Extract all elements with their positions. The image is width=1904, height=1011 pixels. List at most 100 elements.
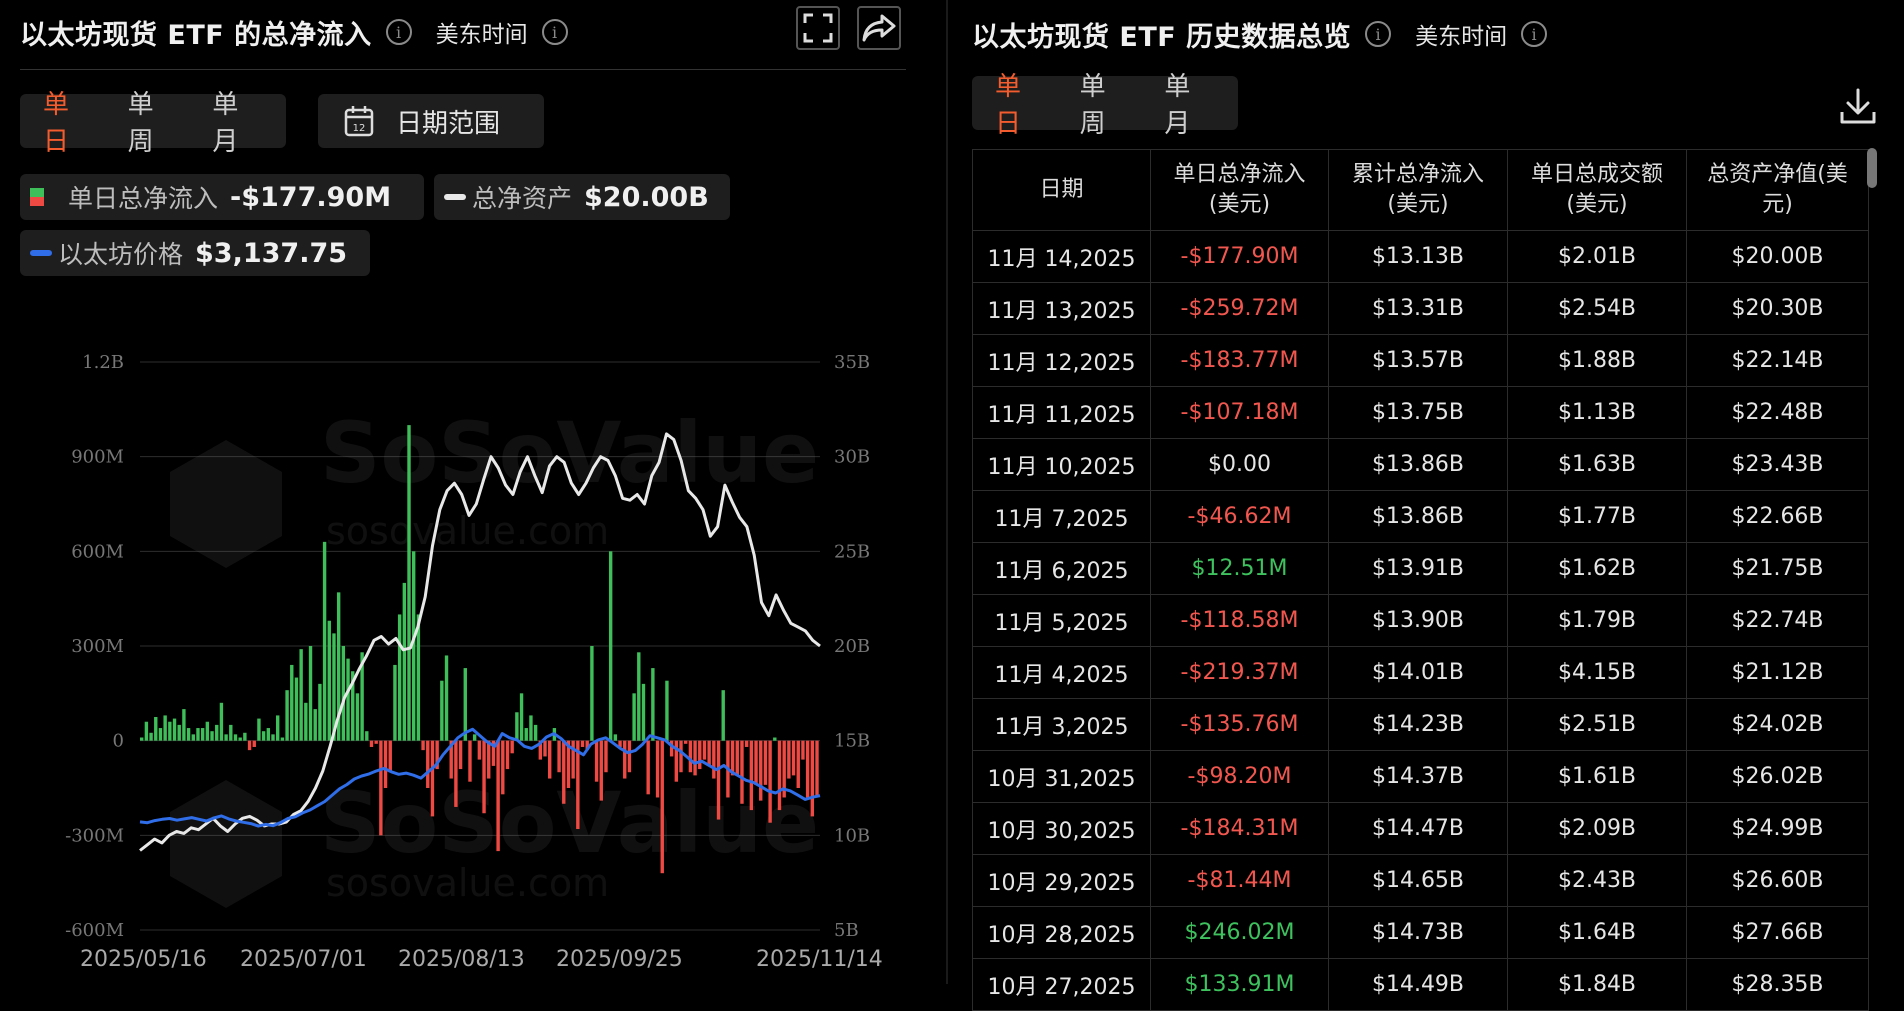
- flow-bar: [707, 740, 711, 766]
- flow-bar: [252, 740, 256, 747]
- info-icon[interactable]: i: [1365, 21, 1392, 47]
- cell-net-inflow: $0.00: [1150, 438, 1329, 491]
- cell-net-inflow: -$177.90M: [1150, 230, 1329, 283]
- flow-bar: [801, 740, 805, 760]
- flow-bar: [815, 740, 819, 797]
- flow-bar: [435, 740, 439, 770]
- flow-bar: [177, 724, 181, 741]
- legend-eth-price[interactable]: 以太坊价格 $3,137.75: [20, 230, 370, 276]
- table-row[interactable]: 11月 11,2025 -$107.18M $13.75B $1.13B $22.48B: [972, 386, 1869, 439]
- x-axis-tick-label: 2025/07/01: [240, 947, 367, 972]
- table-row[interactable]: 11月 12,2025 -$183.77M $13.57B $1.88B $22.14B: [972, 334, 1869, 387]
- flow-bar: [454, 740, 458, 807]
- flow-bar: [369, 740, 374, 747]
- flow-bar: [304, 702, 308, 741]
- flow-bar: [810, 740, 815, 817]
- cell-nav: $23.43B: [1686, 438, 1869, 491]
- flow-bar: [313, 709, 317, 741]
- cell-volume: $4.15B: [1507, 646, 1687, 699]
- flow-bar: [487, 740, 491, 779]
- right-title-row: 以太坊现货 ETF 历史数据总览 i 美东时间 i: [972, 14, 1548, 54]
- flow-bar: [698, 740, 702, 770]
- table-row[interactable]: 10月 27,2025 $133.91M $14.49B $1.84B $28.35B: [972, 958, 1869, 1011]
- col-header-net-inflow[interactable]: 单日总净流入 (美元): [1150, 149, 1329, 231]
- flow-bar: [562, 740, 566, 804]
- table-scrollbar[interactable]: [1867, 148, 1877, 188]
- date-range-button[interactable]: 12 日期范围: [318, 94, 544, 148]
- table-row[interactable]: 11月 14,2025 -$177.90M $13.13B $2.01B $20.00B: [972, 230, 1869, 283]
- col-header-nav[interactable]: 总资产净值(美 元): [1686, 149, 1869, 231]
- flow-bar: [290, 664, 294, 741]
- table-row[interactable]: 11月 6,2025 $12.51M $13.91B $1.62B $21.75B: [972, 542, 1869, 595]
- table-row[interactable]: 11月 13,2025 -$259.72M $13.31B $2.54B $20.30B: [972, 282, 1869, 335]
- flow-bar: [519, 693, 524, 741]
- flow-bar: [482, 740, 486, 814]
- table-row[interactable]: 10月 30,2025 -$184.31M $14.47B $2.09B $24.99B: [972, 802, 1869, 855]
- col-header-cumulative[interactable]: 累计总净流入 (美元): [1328, 149, 1508, 231]
- flow-bar: [594, 740, 599, 782]
- eth-price-line: [139, 727, 821, 828]
- flow-bar: [172, 718, 177, 741]
- flow-bar: [543, 740, 547, 757]
- tab-monthly[interactable]: 单月: [1164, 72, 1191, 139]
- info-icon[interactable]: i: [541, 19, 568, 45]
- flow-bar: [327, 620, 331, 741]
- flow-bar: [529, 715, 533, 741]
- col-header-date[interactable]: 日期: [972, 149, 1151, 231]
- table-row[interactable]: 11月 5,2025 -$118.58M $13.90B $1.79B $22.74B: [972, 594, 1869, 647]
- table-row[interactable]: 11月 4,2025 -$219.37M $14.01B $4.15B $21.12B: [972, 646, 1869, 699]
- legend-net-assets[interactable]: 总净资产 $20.00B: [434, 174, 730, 220]
- cell-cumulative: $14.73B: [1328, 906, 1508, 959]
- watermark-url: sosovalue.com: [326, 509, 609, 553]
- table-row[interactable]: 11月 7,2025 -$46.62M $13.86B $1.77B $22.66B: [972, 490, 1869, 543]
- flow-bar: [796, 740, 800, 788]
- flow-bar: [238, 737, 242, 741]
- flow-bar: [247, 740, 252, 751]
- flow-bar: [308, 646, 313, 741]
- col-header-line: 单日总净流入: [1173, 162, 1306, 187]
- flow-bar: [669, 740, 674, 757]
- table-row[interactable]: 10月 28,2025 $246.02M $14.73B $1.64B $27.66B: [972, 906, 1869, 959]
- tab-monthly[interactable]: 单月: [212, 90, 239, 157]
- flow-bar: [243, 732, 247, 741]
- flow-bar: [590, 646, 594, 741]
- flow-bar: [782, 740, 786, 798]
- col-header-line: (美元): [1387, 192, 1449, 217]
- cell-cumulative: $13.75B: [1328, 386, 1508, 439]
- tab-daily[interactable]: 单日: [995, 72, 1022, 139]
- flow-bar: [219, 702, 224, 741]
- table-row[interactable]: 10月 29,2025 -$81.44M $14.65B $2.43B $26.60B: [972, 854, 1869, 907]
- flow-bar: [205, 721, 210, 741]
- cell-date: 11月 7,2025: [972, 490, 1151, 543]
- left-axis-tick-label: -300M: [65, 825, 124, 846]
- info-icon[interactable]: i: [385, 19, 412, 45]
- info-icon[interactable]: i: [1521, 21, 1548, 47]
- flow-bar: [641, 683, 646, 741]
- cell-date: 11月 13,2025: [972, 282, 1151, 335]
- chart-title: 以太坊现货 ETF 的总净流入: [20, 19, 372, 51]
- legend-net-inflow[interactable]: 单日总净流入 -$177.90M: [20, 174, 424, 220]
- flow-bar: [468, 740, 472, 782]
- cell-cumulative: $13.86B: [1328, 490, 1508, 543]
- table-row[interactable]: 11月 10,2025 $0.00 $13.86B $1.63B $23.43B: [972, 438, 1869, 491]
- timezone-label: 美东时间: [435, 22, 528, 48]
- tab-daily[interactable]: 单日: [43, 90, 70, 157]
- flow-bar: [505, 740, 510, 770]
- cell-volume: $1.63B: [1507, 438, 1687, 491]
- col-header-volume[interactable]: 单日总成交额 (美元): [1507, 149, 1687, 231]
- table-row[interactable]: 11月 3,2025 -$135.76M $14.23B $2.51B $24.02B: [972, 698, 1869, 751]
- tab-weekly[interactable]: 单周: [1079, 72, 1106, 139]
- fullscreen-icon[interactable]: [796, 6, 840, 50]
- cell-volume: $1.62B: [1507, 542, 1687, 595]
- tab-weekly[interactable]: 单周: [127, 90, 154, 157]
- share-icon[interactable]: [857, 6, 901, 50]
- flow-bar: [646, 740, 650, 795]
- flow-bar: [623, 740, 627, 779]
- flow-bar: [182, 709, 186, 741]
- flow-bar: [449, 740, 453, 779]
- table-row[interactable]: 10月 31,2025 -$98.20M $14.37B $1.61B $26.02B: [972, 750, 1869, 803]
- flow-bar: [374, 740, 378, 744]
- download-icon[interactable]: [1838, 86, 1878, 126]
- left-axis-tick-label: 1.2B: [82, 352, 124, 373]
- flow-bar: [472, 734, 477, 741]
